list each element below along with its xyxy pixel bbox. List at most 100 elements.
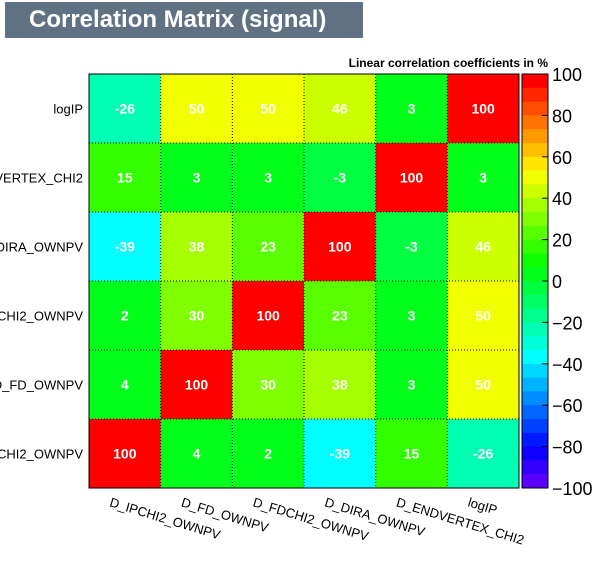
colorbar-band [522, 350, 548, 365]
heatmap-cell [160, 350, 233, 419]
colorbar-band [522, 474, 548, 489]
chart-subtitle: Linear correlation coefficients in % [348, 56, 548, 70]
heatmap-cell [232, 419, 304, 488]
cell-value-label: 4 [121, 377, 129, 393]
colorbar-tick-label: 0 [552, 272, 562, 292]
colorbar-tick-label: −20 [552, 313, 583, 333]
colorbar-band [522, 212, 548, 227]
colorbar-band [522, 336, 548, 351]
colorbar-band [522, 419, 548, 434]
y-tick-label: D_ENDVERTEX_CHI2 [0, 171, 83, 186]
cell-value-label: 15 [404, 446, 420, 462]
cell-value-label: 50 [475, 377, 491, 393]
cell-value-label: 2 [121, 308, 129, 324]
heatmap-cell [232, 212, 304, 281]
y-tick-label: D_FD_OWNPV [0, 378, 83, 393]
heatmap-cell [375, 143, 448, 212]
colorbar-band [522, 74, 548, 89]
cell-value-label: 3 [264, 170, 272, 186]
colorbar-band [522, 253, 548, 268]
cell-value-label: -3 [334, 170, 347, 186]
heatmap-cell [89, 281, 161, 350]
plot-frame [88, 73, 520, 489]
heatmap-cell [447, 143, 519, 212]
cell-value-label: 38 [332, 377, 348, 393]
cell-value-label: 15 [117, 170, 133, 186]
cell-value-label: 23 [260, 239, 276, 255]
heatmap-cell [89, 143, 161, 212]
cell-value-label: 3 [479, 170, 487, 186]
heatmap-cell [89, 212, 161, 281]
heatmap-cell [232, 350, 304, 419]
cell-value-label: -3 [405, 239, 418, 255]
heatmap-cell [89, 419, 161, 488]
colorbar-band [522, 170, 548, 185]
x-tick-label: logIP [466, 495, 499, 518]
heatmap-cell [304, 212, 376, 281]
cell-value-label: 3 [408, 308, 416, 324]
colorbar-band [522, 184, 548, 199]
cell-value-label: 46 [475, 239, 491, 255]
cell-value-label: 50 [260, 101, 276, 117]
colorbar-band [522, 115, 548, 130]
colorbar-band [522, 405, 548, 420]
colorbar-band [522, 129, 548, 144]
colorbar-tick-label: −40 [552, 355, 583, 375]
colorbar-band [522, 308, 548, 323]
heatmap-cell [89, 350, 161, 419]
cell-value-label: 23 [332, 308, 348, 324]
heatmap-cell [160, 74, 233, 143]
cell-value-label: 4 [193, 446, 201, 462]
colorbar-tick-label: 80 [552, 106, 572, 126]
heatmap-cell [375, 74, 448, 143]
heatmap-cell [160, 281, 233, 350]
cell-value-label: 100 [113, 446, 137, 462]
heatmap-cell [232, 143, 304, 212]
cell-value-label: 100 [256, 308, 280, 324]
heatmap-cell [160, 143, 233, 212]
heatmap-cell [160, 419, 233, 488]
cell-value-label: -26 [115, 101, 135, 117]
cell-value-label: 100 [185, 377, 209, 393]
colorbar-band [522, 156, 548, 172]
heatmap-cell [375, 281, 448, 350]
y-tick-label: logIP [53, 102, 83, 117]
colorbar-band [522, 446, 548, 461]
colorbar-band [522, 198, 548, 213]
cell-value-label: -39 [330, 446, 350, 462]
colorbar-band [522, 267, 548, 282]
colorbar-band [522, 294, 548, 310]
colorbar-band [522, 322, 548, 337]
colorbar-band [522, 377, 548, 392]
heatmap-cell [304, 281, 376, 350]
colorbar-band [522, 239, 548, 254]
title-box: Correlation Matrix (signal) [5, 2, 363, 38]
heatmap-cell [160, 212, 233, 281]
heatmap-cell [447, 74, 519, 143]
cell-value-label: -26 [473, 446, 493, 462]
heatmap-cell [375, 212, 448, 281]
colorbar-tick-label: −100 [552, 479, 593, 499]
heatmap-cell [232, 281, 304, 350]
heatmap-cell [375, 419, 448, 488]
cell-value-label: 38 [189, 239, 205, 255]
colorbar-tick-label: 20 [552, 231, 572, 251]
cell-value-label: 2 [264, 446, 272, 462]
chart-title: Correlation Matrix (signal) [29, 6, 327, 33]
heatmap-cell [447, 419, 519, 488]
heatmap-cell [447, 212, 519, 281]
heatmap-cell [304, 74, 376, 143]
cell-value-label: 3 [408, 101, 416, 117]
heatmap-cell [447, 350, 519, 419]
cell-value-label: 100 [400, 170, 424, 186]
cell-value-label: 50 [475, 308, 491, 324]
colorbar-band [522, 460, 548, 475]
colorbar-tick-label: −60 [552, 396, 583, 416]
cell-value-label: 50 [189, 101, 205, 117]
y-tick-label: D_IPCHI2_OWNPV [0, 447, 83, 462]
heatmap-cell [304, 350, 376, 419]
cell-value-label: 30 [189, 308, 205, 324]
cell-value-label: 3 [193, 170, 201, 186]
heatmap-cell [232, 74, 304, 143]
